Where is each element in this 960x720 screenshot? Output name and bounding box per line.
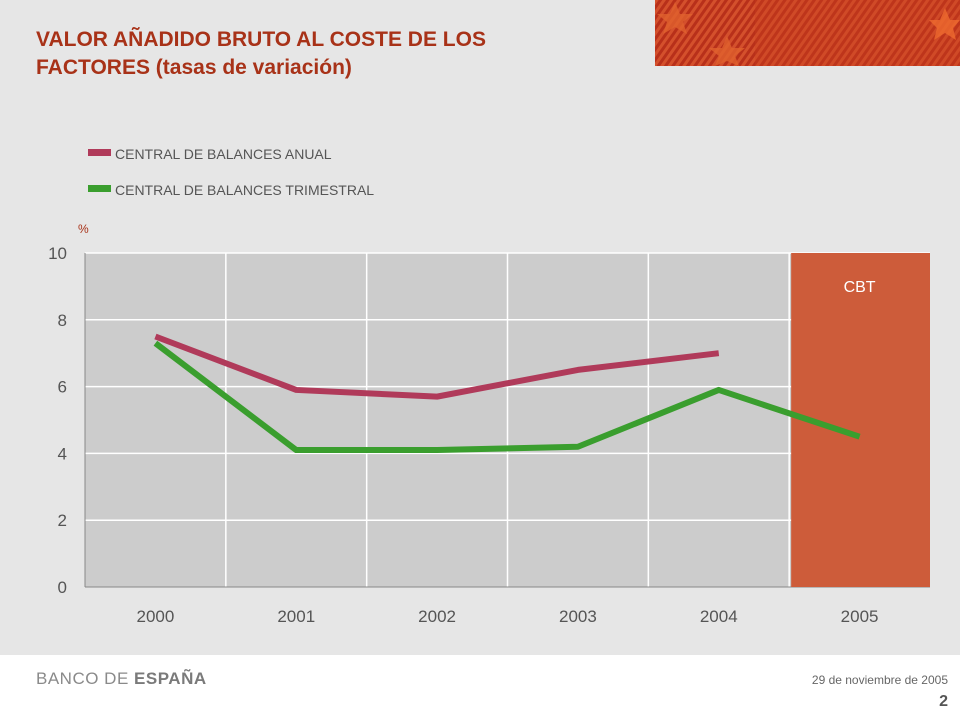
- y-tick-label: 6: [58, 378, 67, 397]
- star-icon: [709, 36, 745, 66]
- legend-label: CENTRAL DE BALANCES TRIMESTRAL: [115, 182, 374, 198]
- y-tick-label: 4: [58, 444, 67, 463]
- legend-swatch: [88, 185, 111, 192]
- banco-de-espana-logo: BANCO DE ESPAÑA: [36, 669, 207, 689]
- cbt-label: CBT: [844, 279, 876, 296]
- series-line-0: [154, 333, 720, 400]
- chart-legend: CENTRAL DE BALANCES ANUAL CENTRAL DE BALA…: [88, 146, 374, 198]
- y-tick-label: 0: [58, 578, 67, 597]
- series-line-1: [153, 340, 861, 454]
- y-tick-label: 2: [58, 511, 67, 530]
- x-tick-label: 2005: [841, 607, 879, 626]
- footer-date: 29 de noviembre de 2005: [811, 673, 948, 687]
- title-line-2: FACTORES (tasas de variación): [36, 54, 636, 82]
- page-title: VALOR AÑADIDO BRUTO AL COSTE DE LOS FACT…: [36, 26, 636, 82]
- x-tick-label: 2001: [277, 607, 315, 626]
- logo-part-1: BANCO DE: [36, 669, 135, 688]
- x-tick-label: 2000: [137, 607, 175, 626]
- x-tick-label: 2002: [418, 607, 456, 626]
- grid-lines: [84, 252, 930, 588]
- y-tick-label: 8: [58, 311, 67, 330]
- page-number: 2: [939, 693, 948, 710]
- star-icon: [929, 8, 960, 40]
- title-bold: FACTORES: [36, 56, 150, 79]
- x-tick-label: 2004: [700, 607, 738, 626]
- title-rest: (tasas de variación): [149, 56, 352, 79]
- series-lines: [153, 333, 861, 454]
- y-tick-label: 10: [48, 244, 67, 263]
- title-line-1: VALOR AÑADIDO BRUTO AL COSTE DE LOS: [36, 28, 486, 51]
- x-tick-label: 2003: [559, 607, 597, 626]
- flag-banner: [655, 0, 960, 66]
- star-icon: [657, 2, 693, 34]
- chart: CENTRAL DE BALANCES ANUAL CENTRAL DE BALA…: [48, 146, 930, 626]
- footer: BANCO DE ESPAÑA 29 de noviembre de 2005 …: [0, 655, 960, 720]
- logo-part-2: ESPAÑA: [134, 669, 207, 688]
- y-axis-label: %: [78, 222, 89, 236]
- x-ticks: 2000 2001 2002 2003 2004 2005: [137, 607, 879, 626]
- legend-swatch: [88, 149, 111, 156]
- legend-label: CENTRAL DE BALANCES ANUAL: [115, 146, 332, 162]
- y-ticks: 0 2 4 6 8 10: [48, 244, 67, 597]
